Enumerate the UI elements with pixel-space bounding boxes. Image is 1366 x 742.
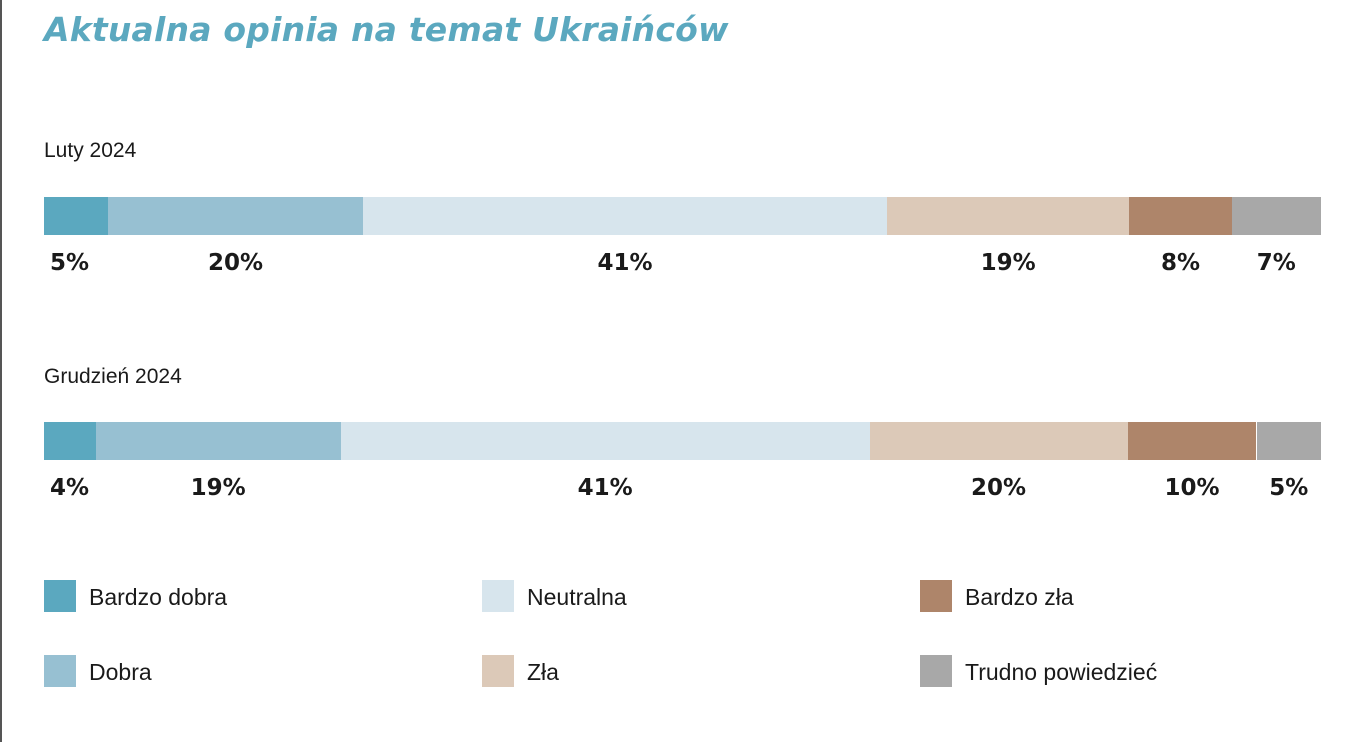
legend-swatch [44, 655, 76, 687]
stacked-bar-luty-2024 [44, 197, 1321, 235]
row-label-luty-2024: Luty 2024 [44, 139, 137, 162]
bar-segment-bardzo-zla [1129, 197, 1232, 235]
stacked-bar-grudzien-2024 [44, 422, 1321, 460]
legend-swatch [920, 655, 952, 687]
bar-segment-bardzo-dobra [44, 422, 96, 460]
legend-swatch [482, 580, 514, 612]
legend-label: Bardzo dobra [89, 584, 228, 610]
bar-segment-dobra [107, 197, 364, 235]
legend-swatch [44, 580, 76, 612]
legend-label: Neutralna [527, 584, 627, 610]
legend-label: Trudno powiedzieć [965, 659, 1158, 685]
bar-segment-neutralna [340, 422, 870, 460]
bar-segment-trudno-powiedziec [1256, 422, 1321, 460]
legend-swatch [920, 580, 952, 612]
bar-segment-bardzo-dobra [44, 197, 108, 235]
bar-segment-neutralna [363, 197, 887, 235]
bar-segment-zla [869, 422, 1128, 460]
value-label-neutralna: 41% [577, 475, 633, 501]
value-label-bardzo-zla: 8% [1160, 250, 1201, 276]
legend-label: Dobra [89, 659, 152, 685]
legend-swatch [482, 655, 514, 687]
value-label-zla: 19% [980, 250, 1036, 276]
legend-label: Zła [527, 659, 559, 685]
value-label-neutralna: 41% [597, 250, 653, 276]
value-label-dobra: 20% [208, 250, 264, 276]
value-label-bardzo-dobra: 5% [50, 250, 90, 276]
value-label-trudno-powiedziec: 7% [1256, 250, 1296, 276]
bar-segment-trudno-powiedziec [1231, 197, 1321, 235]
value-label-dobra: 19% [190, 475, 246, 501]
page-left-border [0, 0, 2, 742]
value-label-zla: 20% [970, 475, 1027, 501]
legend-label: Bardzo zła [965, 584, 1074, 610]
bar-segment-dobra [95, 422, 341, 460]
bar-segment-bardzo-zla [1127, 422, 1257, 460]
value-label-trudno-powiedziec: 5% [1269, 475, 1309, 501]
chart-title: Aktualna opinia na temat Ukraińców [44, 10, 729, 49]
value-label-bardzo-zla: 10% [1164, 475, 1220, 501]
row-label-grudzien-2024: Grudzień 2024 [44, 365, 182, 388]
value-label-bardzo-dobra: 4% [50, 475, 90, 501]
bar-segment-zla [886, 197, 1130, 235]
